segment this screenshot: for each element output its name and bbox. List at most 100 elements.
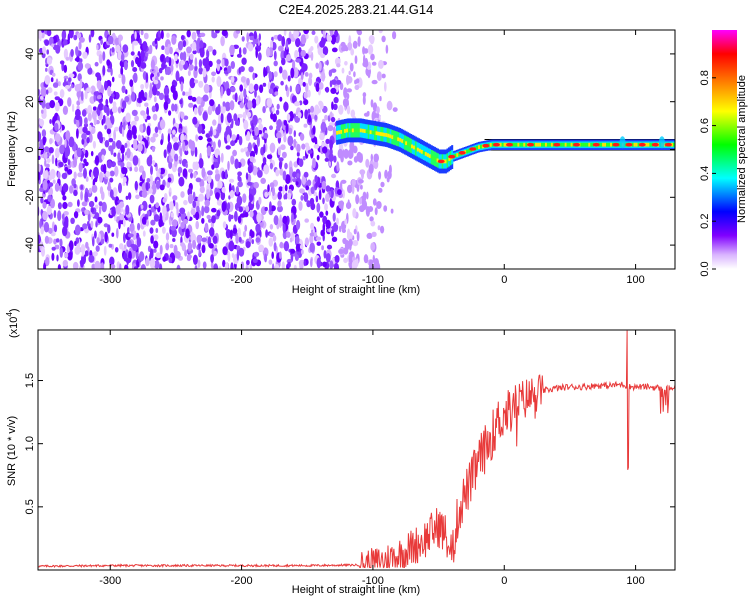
spectrogram-noise-cell [63,64,68,73]
spectrogram-noise-cell [195,211,200,221]
spectrogram-noise-cell [192,116,198,125]
spectrogram-noise-cell [264,191,269,198]
spectrogram-noise-cell [93,166,99,178]
spectrogram-noise-cell [180,242,185,247]
spectrogram-noise-cell [80,244,86,254]
carrier-core-cell [647,142,650,147]
spectrogram-noise-cell [283,101,289,112]
spectrogram-noise-cell [109,170,115,177]
spectrogram-noise-cell [158,92,165,101]
spectrogram-noise-cell [208,218,212,223]
carrier-core-cell [562,142,565,147]
carrier-core-cell [367,129,370,134]
spectrogram-noise-cell [300,49,306,57]
spectrogram-noise-cell [158,30,161,38]
spectrogram-noise-cell [54,122,59,132]
spectrogram-noise-cell [103,105,108,114]
spectrogram-noise-cell [42,201,47,209]
spectrogram-noise-cell [59,238,63,247]
spectrogram-x-tick-label: 0 [501,274,507,286]
spectrogram-noise-cell [93,115,97,126]
spectrogram-noise-cell [75,108,81,118]
spectrogram-noise-cell [152,248,157,253]
spectrogram-noise-cell [40,95,44,100]
spectrogram-noise-cell [68,136,75,148]
spectrogram-noise-cell [352,240,359,247]
spectrogram-noise-cell [165,56,170,63]
spectrogram-noise-cell [347,149,354,159]
spectrogram-noise-cell [149,257,156,269]
spectrogram-noise-cell [370,53,375,61]
spectrogram-noise-cell [110,123,113,128]
spectrogram-noise-cell [220,86,224,97]
spectrogram-noise-cell [107,35,114,45]
spectrogram-noise-cell [109,256,115,266]
spectrogram-noise-cell [314,114,318,121]
carrier-core-cell [371,130,374,135]
spectrogram-noise-cell [258,244,265,252]
spectrogram-noise-cell [140,204,144,209]
spectrogram-noise-cell [63,220,69,229]
carrier-peak-cell [573,142,580,147]
spectrogram-noise-cell [368,262,373,269]
spectrogram-noise-cell [350,109,356,118]
spectrogram-noise-cell [73,171,77,180]
carrier-core-cell [499,142,502,147]
spectrogram-noise-cell [119,263,122,269]
spectrogram-noise-cell [70,217,75,224]
spectrogram-noise-cell [195,220,199,230]
spectrogram-noise-cell [334,262,339,269]
spectrogram-noise-cell [40,86,47,97]
spectrogram-noise-cell [290,248,296,254]
spectrogram-noise-cell [145,182,149,191]
carrier-peak-cell [638,142,646,147]
spectrogram-noise-cell [232,149,238,157]
spectrogram-noise-cell [179,52,184,61]
spectrogram-noise-cell [171,103,175,112]
spectrogram-noise-cell [77,32,82,39]
spectrogram-noise-cell [187,95,193,101]
spectrogram-noise-cell [92,140,96,149]
spectrogram-noise-cell [202,261,207,269]
spectrogram-noise-cell [46,57,53,65]
spectrogram-noise-cell [270,112,274,120]
carrier-core-cell [533,142,536,147]
spectrogram-noise-cell [164,46,171,56]
spectrogram-noise-cell [230,76,235,83]
spectrogram-noise-cell [38,131,42,142]
spectrogram-noise-cell [306,179,312,187]
spectrogram-noise-cell [299,133,305,141]
spectrogram-noise-cell [246,32,250,43]
spectrogram-noise-cell [88,255,95,263]
spectrogram-noise-cell [278,217,282,228]
spectrogram-noise-cell [131,120,137,127]
spectrogram-noise-cell [103,223,109,228]
carrier-core-cell [379,132,382,136]
spectrogram-noise-cell [201,237,208,243]
spectrogram-y-tick-label: 20 [24,96,36,108]
spectrogram-noise-cell [229,229,233,240]
spectrogram-noise-cell [257,52,262,61]
spectrogram-noise-cell [50,168,56,180]
spectrogram-noise-cell [325,210,329,216]
spectrogram-noise-cell [246,259,250,266]
spectrogram-noise-cell [349,62,354,72]
spectrogram-noise-cell [125,257,132,264]
spectrogram-noise-cell [155,180,161,189]
spectrogram-x-tick-label: -300 [99,274,121,286]
carrier-core-cell [413,145,415,150]
spectrogram-noise-cell [315,62,319,69]
spectrogram-noise-cell [293,130,296,138]
spectrogram-noise-cell [169,201,174,211]
spectrogram-noise-cell [152,132,159,138]
spectrogram-noise-cell [220,112,224,124]
spectrogram-noise-cell [212,49,217,56]
spectrogram-noise-cell [210,254,215,263]
spectrogram-noise-cell [104,125,108,130]
spectrogram-noise-cell [235,30,241,34]
carrier-core-cell [535,142,538,147]
snr-panel: -300 -200 -100 0 100 1.5 1.0 0.5 Height of str… [5,308,676,596]
spectrogram-noise-cell [93,91,99,96]
spectrogram-noise-cell [169,244,174,249]
spectrogram-noise-cell [304,237,309,246]
